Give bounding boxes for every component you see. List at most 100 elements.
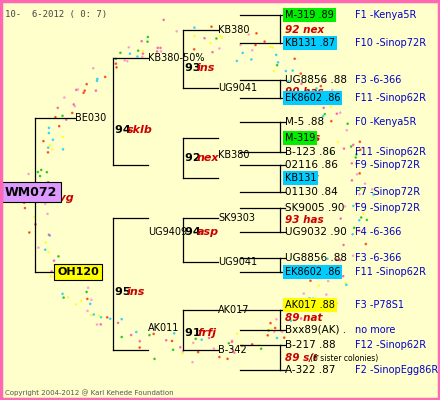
Text: Copyright 2004-2012 @ Karl Kehede Foundation: Copyright 2004-2012 @ Karl Kehede Founda…: [5, 389, 174, 396]
Text: UG9041: UG9041: [218, 83, 257, 93]
Point: [348, 160, 356, 166]
Point: [357, 185, 364, 192]
Point: [282, 68, 290, 74]
Point: [320, 105, 327, 111]
Text: KB131: KB131: [285, 173, 316, 183]
Point: [350, 142, 357, 148]
Text: WM072: WM072: [5, 186, 57, 198]
Point: [146, 332, 153, 338]
Point: [136, 344, 143, 351]
Point: [49, 136, 56, 143]
Text: sklb: sklb: [127, 125, 153, 135]
Text: F11 -Sinop62R: F11 -Sinop62R: [355, 147, 426, 157]
Point: [52, 114, 59, 120]
Point: [297, 315, 304, 322]
Point: [90, 65, 97, 72]
Point: [112, 60, 119, 67]
Point: [38, 191, 45, 197]
Text: 89 ins: 89 ins: [285, 133, 320, 143]
Point: [207, 40, 214, 46]
Point: [306, 295, 313, 302]
Point: [71, 103, 78, 109]
Point: [35, 244, 42, 251]
Text: UG9032 .90: UG9032 .90: [285, 227, 347, 237]
Point: [73, 87, 80, 93]
Point: [179, 350, 186, 357]
Point: [359, 210, 367, 217]
Point: [38, 167, 45, 173]
Text: F4 -6-366: F4 -6-366: [355, 227, 401, 237]
Point: [267, 320, 274, 326]
Point: [328, 118, 335, 124]
Point: [47, 273, 54, 280]
Point: [21, 200, 28, 206]
Point: [23, 191, 30, 197]
Point: [362, 241, 369, 247]
Point: [265, 327, 272, 334]
Point: [69, 110, 76, 116]
Point: [84, 308, 91, 314]
Point: [340, 273, 347, 279]
Point: [228, 339, 235, 345]
Point: [98, 314, 105, 320]
Point: [271, 328, 278, 335]
Point: [363, 217, 370, 223]
Point: [26, 229, 33, 236]
Text: F0 -Kenya5R: F0 -Kenya5R: [355, 117, 416, 127]
Text: ins: ins: [127, 287, 145, 297]
Point: [42, 201, 49, 207]
Point: [348, 143, 355, 150]
Point: [150, 331, 157, 337]
Text: 92: 92: [185, 153, 205, 163]
Point: [273, 335, 280, 341]
Point: [319, 301, 326, 307]
Point: [248, 56, 255, 63]
Point: [352, 154, 359, 161]
Point: [357, 146, 364, 153]
Point: [224, 356, 231, 362]
Point: [125, 44, 132, 50]
Point: [261, 38, 268, 45]
Point: [334, 139, 341, 145]
Point: [356, 138, 363, 145]
Point: [45, 144, 52, 151]
Point: [216, 354, 223, 360]
Point: [298, 80, 305, 87]
Text: F9 -Sinop72R: F9 -Sinop72R: [355, 160, 420, 170]
Point: [136, 338, 143, 344]
Point: [279, 329, 286, 335]
Text: 01130 .84: 01130 .84: [285, 187, 338, 197]
Point: [205, 335, 213, 341]
Point: [44, 211, 51, 217]
Point: [80, 90, 87, 96]
Point: [370, 191, 377, 198]
Text: KB380-50%: KB380-50%: [148, 53, 205, 63]
Point: [160, 17, 167, 23]
Point: [208, 24, 215, 30]
Point: [112, 56, 119, 62]
Point: [275, 59, 282, 66]
Point: [124, 58, 131, 64]
Point: [171, 330, 178, 336]
Point: [239, 50, 246, 56]
Point: [319, 113, 326, 120]
Point: [97, 321, 104, 328]
Point: [56, 123, 63, 129]
Point: [337, 110, 344, 116]
Point: [83, 81, 90, 87]
Point: [45, 249, 52, 256]
Point: [138, 38, 145, 44]
Point: [274, 62, 281, 68]
Point: [234, 331, 241, 337]
Point: [267, 44, 274, 50]
Text: F3 -6-366: F3 -6-366: [355, 75, 401, 85]
Text: 90 has: 90 has: [285, 87, 324, 97]
Text: KB380: KB380: [218, 150, 249, 160]
Point: [121, 57, 128, 64]
Text: Bxx89(AK) .: Bxx89(AK) .: [285, 325, 346, 335]
Point: [351, 225, 358, 231]
Text: B-342: B-342: [218, 345, 247, 355]
Text: UG8856 .88: UG8856 .88: [285, 75, 347, 85]
Point: [42, 246, 49, 253]
Point: [135, 48, 142, 54]
